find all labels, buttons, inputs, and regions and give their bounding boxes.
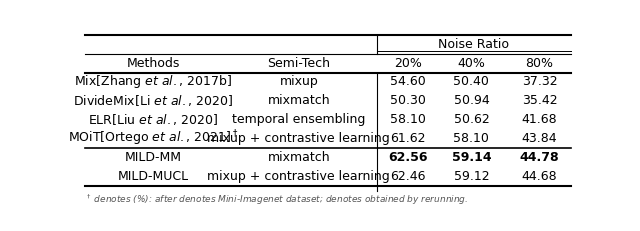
Text: 54.60: 54.60 — [390, 76, 426, 88]
Text: 50.62: 50.62 — [454, 113, 489, 126]
Text: 41.68: 41.68 — [522, 113, 557, 126]
Text: MOiT[Ortego $\it{et~al.}$, 2021]$^\dagger$: MOiT[Ortego $\it{et~al.}$, 2021]$^\dagge… — [68, 129, 238, 148]
Text: mixmatch: mixmatch — [268, 94, 330, 107]
Text: 44.68: 44.68 — [522, 170, 557, 183]
Text: mixmatch: mixmatch — [268, 151, 330, 164]
Text: 20%: 20% — [394, 57, 422, 70]
Text: 62.56: 62.56 — [388, 151, 428, 164]
Text: Mix[Zhang $\it{et~al.}$, 2017b]: Mix[Zhang $\it{et~al.}$, 2017b] — [74, 73, 232, 91]
Text: 80%: 80% — [525, 57, 554, 70]
Text: 50.30: 50.30 — [390, 94, 426, 107]
Text: 37.32: 37.32 — [522, 76, 557, 88]
Text: 59.14: 59.14 — [452, 151, 492, 164]
Text: 58.10: 58.10 — [390, 113, 426, 126]
Text: 44.78: 44.78 — [520, 151, 559, 164]
Text: Methods: Methods — [126, 57, 180, 70]
Text: MILD-MM: MILD-MM — [125, 151, 182, 164]
Text: 59.12: 59.12 — [454, 170, 489, 183]
Text: 58.10: 58.10 — [454, 132, 490, 145]
Text: Semi-Tech: Semi-Tech — [268, 57, 330, 70]
Text: 61.62: 61.62 — [390, 132, 426, 145]
Text: $^\dagger$ denotes (%): after denotes Mini-Imagenet dataset; denotes obtained by: $^\dagger$ denotes (%): after denotes Mi… — [85, 193, 468, 207]
Text: mixup + contrastive learning: mixup + contrastive learning — [207, 170, 390, 183]
Text: 62.46: 62.46 — [390, 170, 426, 183]
Text: 50.40: 50.40 — [454, 76, 490, 88]
Text: mixup + contrastive learning: mixup + contrastive learning — [207, 132, 390, 145]
Text: mixup: mixup — [280, 76, 318, 88]
Text: MILD-MUCL: MILD-MUCL — [118, 170, 189, 183]
Text: 40%: 40% — [458, 57, 485, 70]
Text: temporal ensembling: temporal ensembling — [232, 113, 365, 126]
Text: 50.94: 50.94 — [454, 94, 489, 107]
Text: Noise Ratio: Noise Ratio — [438, 38, 509, 51]
Text: ELR[Liu $\it{et~al.}$, 2020]: ELR[Liu $\it{et~al.}$, 2020] — [88, 112, 218, 127]
Text: 43.84: 43.84 — [522, 132, 557, 145]
Text: DivideMix[Li $\it{et~al.}$, 2020]: DivideMix[Li $\it{et~al.}$, 2020] — [73, 93, 233, 108]
Text: 35.42: 35.42 — [522, 94, 557, 107]
